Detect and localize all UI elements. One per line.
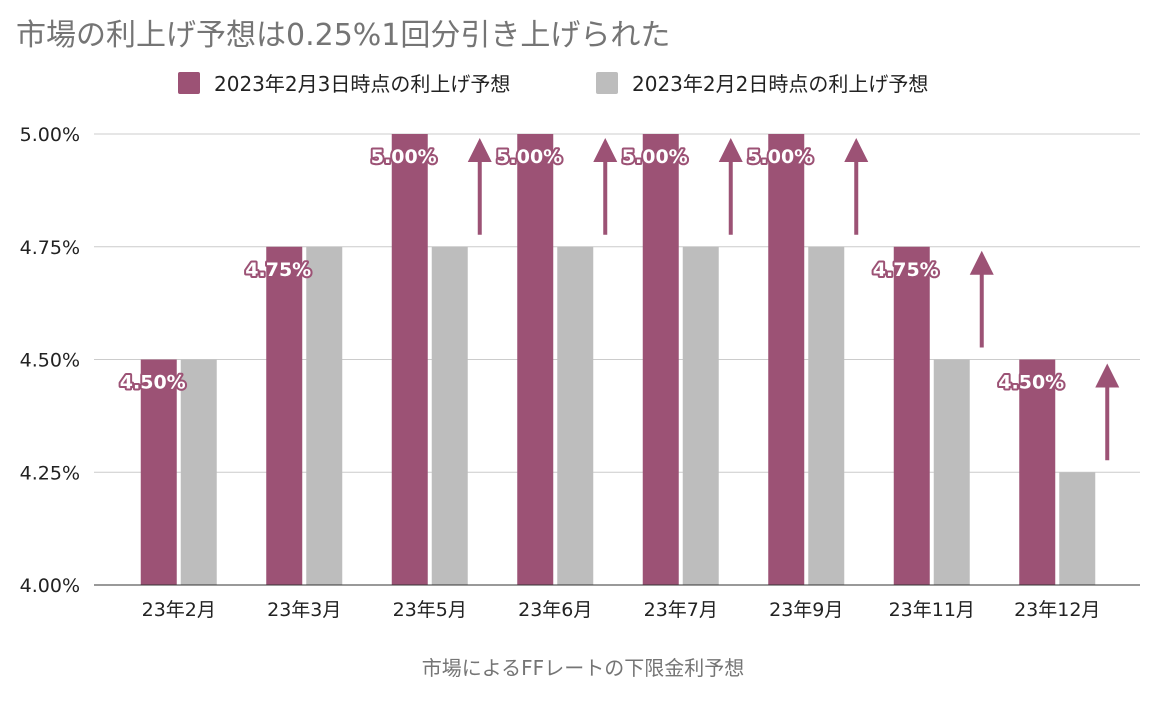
- data-label: 4.75%: [873, 259, 939, 281]
- bar-feb2: [682, 246, 719, 585]
- x-tick-label: 23年5月: [393, 599, 467, 621]
- bar-feb2: [306, 246, 343, 585]
- bar-feb2: [180, 359, 217, 585]
- up-arrow-head: [593, 138, 618, 162]
- x-tick-label: 23年7月: [644, 599, 718, 621]
- x-tick-label: 23年9月: [769, 599, 843, 621]
- up-arrow-head: [467, 138, 492, 162]
- legend-swatch-feb2: [596, 71, 618, 94]
- bar-feb2: [933, 359, 970, 585]
- x-tick-label: 23年12月: [1014, 599, 1100, 621]
- bar-feb3: [391, 134, 428, 585]
- legend-swatch-feb3: [178, 71, 200, 94]
- data-label: 5.00%: [496, 146, 562, 168]
- bar-feb3: [517, 134, 554, 585]
- bar-feb3: [893, 246, 930, 585]
- data-label: 5.00%: [747, 146, 813, 168]
- y-tick-label: 4.00%: [20, 575, 80, 597]
- legend-label-feb3: 2023年2月3日時点の利上げ予想: [214, 72, 511, 96]
- data-label: 4.50%: [998, 372, 1064, 394]
- x-axis-label: 市場によるFFレートの下限金利予想: [421, 656, 745, 680]
- bar-feb3: [768, 134, 805, 585]
- chart-title: 市場の利上げ予想は0.25%1回分引き上げられた: [16, 18, 671, 53]
- legend-item-feb3: 2023年2月3日時点の利上げ予想: [178, 68, 510, 97]
- x-tick-label: 23年2月: [142, 599, 216, 621]
- y-tick-label: 4.25%: [20, 462, 80, 484]
- bar-feb3: [642, 134, 679, 585]
- bar-feb3: [1019, 359, 1056, 585]
- data-label: 5.00%: [371, 146, 437, 168]
- bar-feb2: [1059, 472, 1096, 585]
- legend: 2023年2月3日時点の利上げ予想 2023年2月2日時点の利上げ予想: [0, 68, 1166, 100]
- y-tick-label: 4.75%: [20, 237, 80, 259]
- up-arrow-head: [969, 250, 994, 275]
- bar-feb2: [557, 246, 594, 585]
- bar-feb3: [266, 246, 303, 585]
- x-tick-label: 23年11月: [889, 599, 975, 621]
- legend-item-feb2: 2023年2月2日時点の利上げ予想: [596, 68, 928, 97]
- y-tick-label: 4.50%: [20, 350, 80, 372]
- up-arrow-head: [718, 138, 743, 162]
- up-arrow-head: [1095, 363, 1120, 388]
- x-tick-label: 23年6月: [518, 599, 592, 621]
- bar-feb3: [140, 359, 177, 585]
- x-tick-label: 23年3月: [267, 599, 341, 621]
- data-label: 4.75%: [245, 259, 311, 281]
- up-arrow-head: [844, 138, 869, 162]
- y-tick-label: 5.00%: [20, 124, 80, 146]
- data-label: 5.00%: [622, 146, 688, 168]
- data-label: 4.50%: [120, 372, 186, 394]
- bar-feb2: [431, 246, 468, 585]
- bar-feb2: [808, 246, 845, 585]
- legend-label-feb2: 2023年2月2日時点の利上げ予想: [632, 72, 929, 96]
